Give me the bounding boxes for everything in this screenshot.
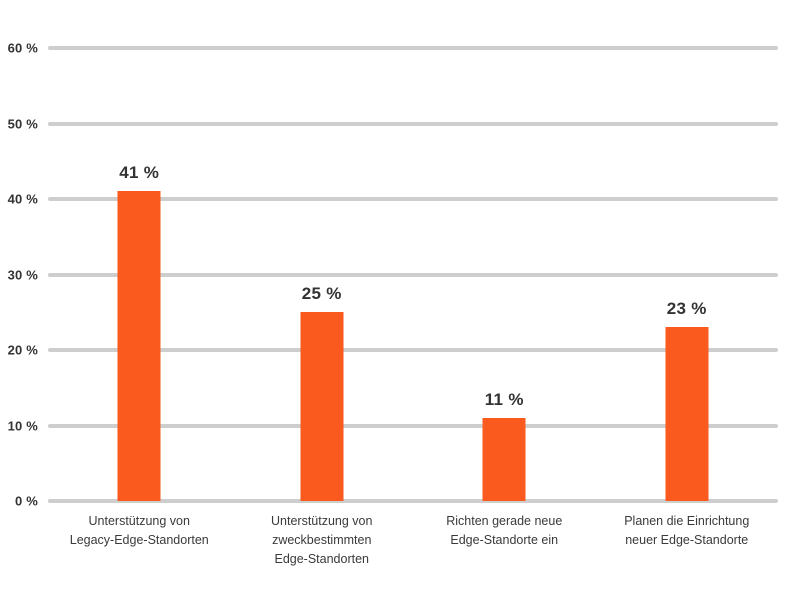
y-axis-tick-label: 20 % (7, 342, 38, 358)
y-axis-tick-label: 60 % (7, 40, 38, 56)
y-axis-tick-label: 10 % (7, 418, 38, 433)
plot-area: 41 % 25 % 11 % 23 % (48, 46, 779, 503)
x-axis-tick-label-line: Planen die Einrichtung (624, 514, 750, 528)
x-axis-tick-label-line: neuer Edge-Standorte (625, 533, 749, 547)
y-axis-tick-label: 0 % (14, 493, 38, 509)
bar-value-label: 25 % (301, 284, 342, 304)
x-axis-tick-label: Planen die Einrichtung neuer Edge-Standor… (596, 512, 779, 550)
x-axis-tick-label: Richten gerade neue Edge-Standorte ein (413, 512, 596, 550)
bar-group[interactable]: 11 % (413, 48, 596, 501)
x-axis-tick-label-line: Unterstützung von (88, 514, 190, 528)
bar-value-label: 41 % (119, 163, 160, 183)
bar[interactable] (665, 327, 709, 501)
gridline (48, 121, 778, 126)
bar-value-label: 23 % (666, 299, 707, 319)
x-axis-tick-label: Unterstützung von Legacy-Edge-Standorten (48, 512, 231, 550)
gridline (48, 423, 778, 428)
bar-group[interactable]: 41 % (48, 48, 231, 501)
x-axis-tick-label-line: Edge-Standorten (274, 552, 369, 566)
bar-value-label: 11 % (484, 389, 524, 409)
x-axis-tick-label-line: Richten gerade neue (446, 514, 563, 528)
gridline (48, 197, 778, 201)
gridline (48, 46, 778, 50)
y-axis-tick-label: 50 % (7, 116, 38, 131)
bar-group[interactable]: 23 % (596, 48, 779, 501)
bar[interactable] (300, 312, 344, 501)
gridline (48, 348, 778, 352)
y-axis-tick-label: 40 % (7, 191, 38, 207)
bar[interactable] (117, 191, 161, 501)
x-axis-tick-label-line: Legacy-Edge-Standorten (69, 533, 209, 547)
bar[interactable] (482, 417, 526, 501)
x-axis-tick-label-line: Unterstützung von (271, 514, 373, 528)
gridline (48, 272, 778, 277)
bar-group[interactable]: 25 % (231, 48, 414, 501)
x-axis-tick-label: Unterstützung von zweckbestimmten Edge-Sta… (231, 512, 414, 569)
x-axis-tick-label-line: zweckbestimmten (272, 533, 372, 547)
y-axis-tick-label: 30 % (7, 267, 38, 282)
x-axis-tick-label-line: Edge-Standorte ein (450, 533, 559, 547)
gridline (48, 499, 778, 503)
